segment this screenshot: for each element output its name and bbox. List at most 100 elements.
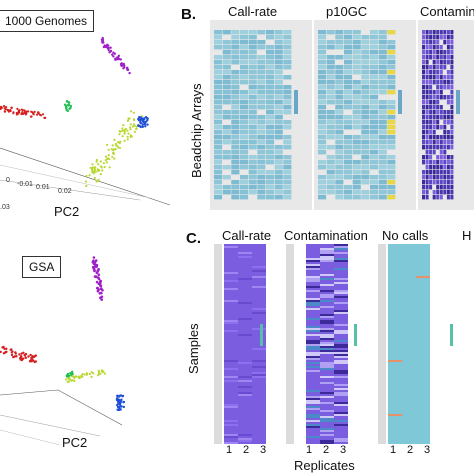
heatmap-cell bbox=[266, 115, 275, 120]
heatmap-cell bbox=[388, 386, 402, 388]
heatmap-cell bbox=[402, 350, 416, 352]
heatmap-cell bbox=[238, 338, 252, 340]
heatmap-cell bbox=[231, 120, 240, 125]
heatmap-cell bbox=[388, 336, 402, 338]
heatmap-cell bbox=[416, 430, 430, 432]
heatmap-cell bbox=[320, 252, 334, 254]
heatmap-cell bbox=[306, 344, 320, 346]
heatmap-cell bbox=[252, 358, 266, 360]
pca-point-green bbox=[71, 372, 74, 376]
heatmap-cell bbox=[334, 252, 348, 254]
heatmap-cell bbox=[231, 80, 240, 85]
heatmap-cell bbox=[224, 398, 238, 400]
heatmap-cell bbox=[387, 90, 396, 95]
pca-point-blue bbox=[139, 125, 142, 129]
heatmap-cell bbox=[416, 322, 430, 324]
heatmap-cell bbox=[240, 195, 249, 200]
heatmap-cell bbox=[352, 55, 361, 60]
heatmap-cell bbox=[224, 412, 238, 414]
heatmap-cell bbox=[443, 85, 447, 90]
heatmap-cell bbox=[378, 45, 387, 50]
heatmap-cell bbox=[248, 160, 257, 165]
heatmap-cell bbox=[352, 105, 361, 110]
heatmap-cell bbox=[429, 115, 433, 120]
heatmap-cell bbox=[388, 338, 402, 340]
heatmap-cell bbox=[224, 272, 238, 274]
heatmap-cell bbox=[388, 258, 402, 260]
heatmap-cell bbox=[402, 360, 416, 362]
heatmap-cell bbox=[402, 330, 416, 332]
heatmap-cell bbox=[439, 155, 443, 160]
heatmap-cell bbox=[432, 45, 436, 50]
heatmap-cell bbox=[257, 115, 266, 120]
heatmap-cell bbox=[388, 276, 402, 278]
heatmap-cell bbox=[252, 318, 266, 320]
pca-point-lime bbox=[73, 379, 76, 382]
heatmap-cell bbox=[224, 270, 238, 272]
heatmap-cell bbox=[306, 324, 320, 326]
heatmap-cell bbox=[446, 175, 450, 180]
heatmap-cell bbox=[214, 115, 223, 120]
heatmap-cell bbox=[334, 306, 348, 308]
heatmap-cell bbox=[252, 424, 266, 426]
heatmap-cell bbox=[402, 356, 416, 358]
heatmap-cell bbox=[402, 424, 416, 426]
heatmap-cell bbox=[439, 185, 443, 190]
heatmap-cell bbox=[416, 284, 430, 286]
heatmap-cell bbox=[429, 145, 433, 150]
heatmap-cell bbox=[429, 150, 433, 155]
heatmap-cell bbox=[231, 75, 240, 80]
pca-point-lime bbox=[107, 154, 110, 157]
heatmap-cell bbox=[252, 248, 266, 250]
heatmap-cell bbox=[224, 262, 238, 264]
heatmap-cell bbox=[388, 268, 402, 270]
heatmap-cell bbox=[320, 392, 334, 394]
heatmap-cell bbox=[432, 165, 436, 170]
heatmap-cell bbox=[429, 135, 433, 140]
heatmap-cell bbox=[318, 35, 327, 40]
heatmap-cell bbox=[361, 160, 370, 165]
pca-point-red bbox=[3, 107, 6, 110]
heatmap-cell bbox=[416, 434, 430, 436]
heatmap-cell bbox=[402, 364, 416, 366]
heatmap-cell bbox=[344, 155, 353, 160]
heatmap-cell bbox=[370, 140, 379, 145]
heatmap-cell bbox=[238, 296, 252, 298]
heatmap-cell bbox=[388, 322, 402, 324]
pca-plot-gsa bbox=[0, 256, 126, 446]
heatmap-cell bbox=[402, 428, 416, 430]
heatmap-cell bbox=[224, 304, 238, 306]
heatmap-cell bbox=[231, 145, 240, 150]
pca-point-purple bbox=[99, 284, 102, 287]
heatmap-cell bbox=[320, 272, 334, 274]
heatmap-cell bbox=[334, 292, 348, 294]
heatmap-cell bbox=[306, 338, 320, 340]
heatmap-cell bbox=[446, 40, 450, 45]
heatmap-cell bbox=[402, 394, 416, 396]
heatmap-cell bbox=[252, 440, 266, 442]
heatmap-cell bbox=[422, 35, 425, 40]
heatmap-cell bbox=[283, 175, 292, 180]
pca-point-lime bbox=[85, 373, 88, 376]
heatmap-cell bbox=[224, 288, 238, 290]
heatmap-cell bbox=[257, 175, 266, 180]
heatmap-cell bbox=[439, 30, 443, 35]
heatmap-cell bbox=[439, 80, 443, 85]
heatmap-cell bbox=[450, 100, 454, 105]
heatmap-cell bbox=[240, 100, 249, 105]
heatmap-cell bbox=[320, 304, 334, 306]
heatmap-cell bbox=[248, 95, 257, 100]
heatmap-cell bbox=[446, 115, 450, 120]
heatmap-cell bbox=[429, 45, 433, 50]
pca-point-purple bbox=[117, 54, 121, 57]
heatmap-cell bbox=[224, 370, 238, 372]
heatmap-cell bbox=[231, 170, 240, 175]
heatmap-cell bbox=[416, 406, 430, 408]
heatmap-cell bbox=[361, 95, 370, 100]
heatmap-cell bbox=[283, 135, 292, 140]
heatmap-cell bbox=[436, 50, 440, 55]
heatmap-cell bbox=[416, 370, 430, 372]
heatmap-cell bbox=[252, 270, 266, 272]
pca-point-purple bbox=[116, 58, 119, 61]
heatmap-cell bbox=[370, 80, 379, 85]
